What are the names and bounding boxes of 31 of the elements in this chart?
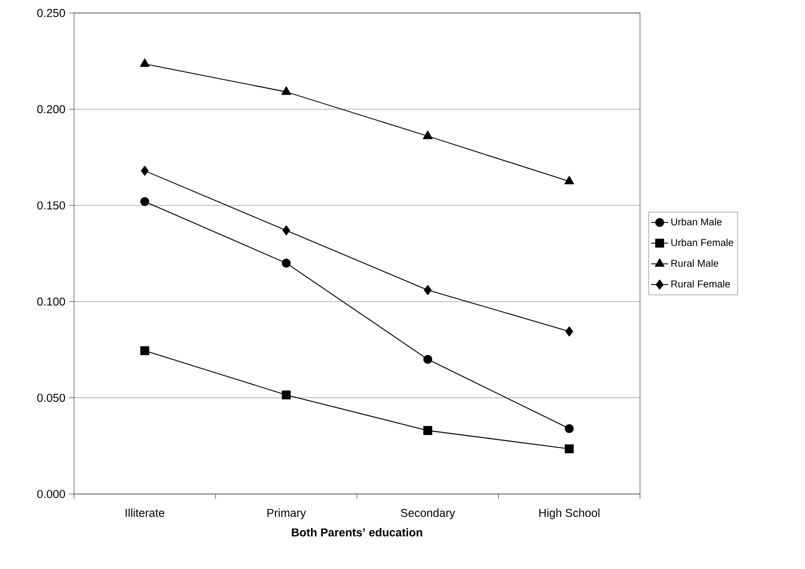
point [422, 130, 433, 140]
point [423, 426, 432, 435]
legend-label: Urban Male [671, 218, 722, 226]
point [423, 354, 432, 364]
point [281, 86, 292, 95]
point [140, 346, 150, 356]
point [564, 176, 574, 184]
point [424, 285, 432, 295]
point [282, 225, 290, 236]
y-tick-label: 0.050 [37, 394, 66, 402]
x-axis-title: Both Parents’ education [292, 528, 422, 536]
point [564, 424, 574, 434]
point [564, 444, 574, 454]
point [282, 390, 291, 400]
x-tick-label: Secondary [400, 508, 456, 520]
point [140, 166, 149, 176]
y-tick-label: 0.000 [37, 490, 66, 498]
x-tick-label: High School [539, 508, 600, 520]
y-tick-label: 0.200 [37, 105, 66, 114]
x-tick-label: Primary [267, 508, 306, 520]
y-tick-label: 0.250 [37, 8, 66, 18]
x-tick-label: Illiterate [126, 508, 164, 517]
legend-label: Urban Female [671, 238, 734, 246]
point [140, 197, 150, 206]
legend-label: Rural Female [671, 280, 730, 288]
point [140, 58, 150, 67]
legend-label: Rural Male [671, 259, 718, 267]
y-tick-label: 0.150 [37, 201, 66, 210]
point [282, 258, 291, 268]
point [565, 326, 574, 336]
y-tick-label: 0.100 [37, 298, 66, 306]
